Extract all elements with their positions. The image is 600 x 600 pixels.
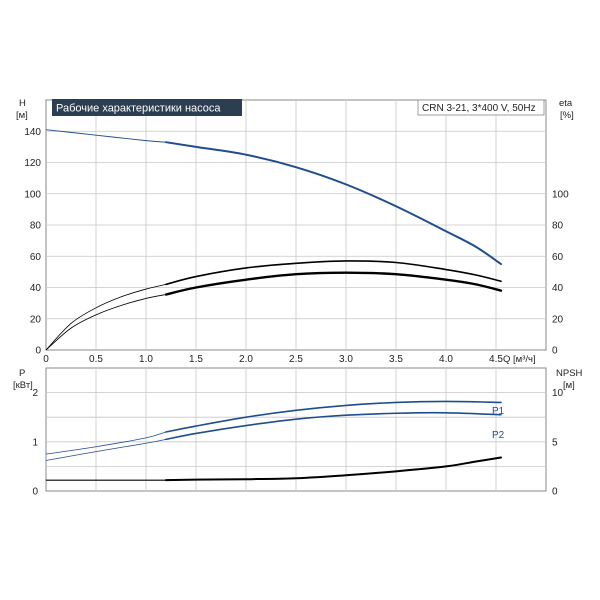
- p-tick-label: 1: [32, 437, 38, 448]
- bottom-panel: 0 1 2 0 5 10 P [кВт] NPSH [м] P1 P2: [13, 367, 583, 498]
- h-tick-label: 0: [35, 346, 41, 357]
- p-axis-unit: [кВт]: [13, 380, 33, 391]
- top-tick-labels: 0 20 40 60 80 100 120 140 0 20 40 60 80 100 0 0.5 1.0 1.5…: [24, 127, 569, 365]
- bottom-series-layer: [45, 400, 502, 482]
- model-label-box: [417, 99, 545, 116]
- q-tick-label: 3.0: [339, 354, 353, 365]
- model-label: CRN 3-21, 3*400 V, 50Hz: [422, 103, 536, 114]
- chart-title-box: [52, 99, 242, 116]
- series-p2-line: [165, 411, 502, 441]
- q-tick-label: 3.5: [389, 354, 403, 365]
- bottom-grid: [46, 368, 546, 491]
- q-tick-label: 4.0: [439, 354, 453, 365]
- eta-tick-label: 60: [552, 252, 564, 263]
- series-p2-line-thin: [45, 438, 167, 461]
- q-tick-label: 2.0: [239, 354, 253, 365]
- series-eta-total-line: [164, 271, 503, 296]
- h-tick-label: 140: [24, 127, 41, 138]
- q-tick-label: 4.5: [489, 354, 503, 365]
- q-axis-label: Q [м³/ч]: [503, 354, 536, 365]
- top-series-layer: [45, 129, 503, 351]
- series-label-p2: P2: [492, 430, 505, 441]
- series-p1-line-thin: [45, 431, 167, 455]
- h-tick-label: 60: [30, 252, 42, 263]
- series-npsh-line: [165, 456, 502, 482]
- eta-axis-unit: [%]: [560, 110, 574, 121]
- npsh-tick-label: 0: [552, 487, 558, 498]
- h-tick-label: 20: [30, 314, 42, 325]
- p-tick-label: 2: [32, 388, 38, 399]
- h-axis-label: H: [19, 98, 26, 109]
- npsh-tick-label: 10: [552, 388, 564, 399]
- series-label-p1: P1: [492, 406, 505, 417]
- q-tick-label: 1.0: [139, 354, 153, 365]
- h-tick-label: 100: [24, 189, 41, 200]
- eta-tick-label: 40: [552, 283, 564, 294]
- bottom-tick-labels: 0 1 2 0 5 10: [32, 388, 563, 497]
- p-tick-label: 0: [32, 487, 38, 498]
- npsh-axis-unit: [м]: [563, 380, 575, 391]
- eta-tick-label: 20: [552, 314, 564, 325]
- eta-tick-label: 100: [552, 189, 569, 200]
- q-tick-label: 0.5: [89, 354, 103, 365]
- top-panel: 0 20 40 60 80 100 120 140 0 20 40 60 80 100 0 0.5 1.0 1.5…: [16, 98, 574, 365]
- npsh-axis-label: NPSH: [556, 368, 583, 379]
- series-eta-pump-line-thin: [45, 283, 167, 351]
- p-axis-label: P: [19, 368, 25, 379]
- series-H-line-thin: [45, 129, 167, 143]
- series-eta-total-line-thin: [45, 294, 167, 351]
- npsh-tick-label: 5: [552, 437, 558, 448]
- eta-axis-label: eta: [559, 98, 573, 109]
- series-p1-line: [165, 400, 502, 433]
- series-H-line: [165, 141, 502, 266]
- chart-title: Рабочие характеристики насоса: [56, 103, 221, 115]
- series-eta-pump-line: [165, 260, 502, 286]
- eta-tick-label: 0: [552, 346, 558, 357]
- h-tick-label: 120: [24, 158, 41, 169]
- q-tick-label: 1.5: [189, 354, 203, 365]
- h-axis-unit: [м]: [16, 110, 28, 121]
- top-grid: [46, 100, 546, 350]
- q-tick-label: 2.5: [289, 354, 303, 365]
- q-tick-label: 0: [43, 354, 49, 365]
- h-tick-label: 80: [30, 221, 42, 232]
- h-tick-label: 40: [30, 283, 42, 294]
- eta-tick-label: 80: [552, 221, 564, 232]
